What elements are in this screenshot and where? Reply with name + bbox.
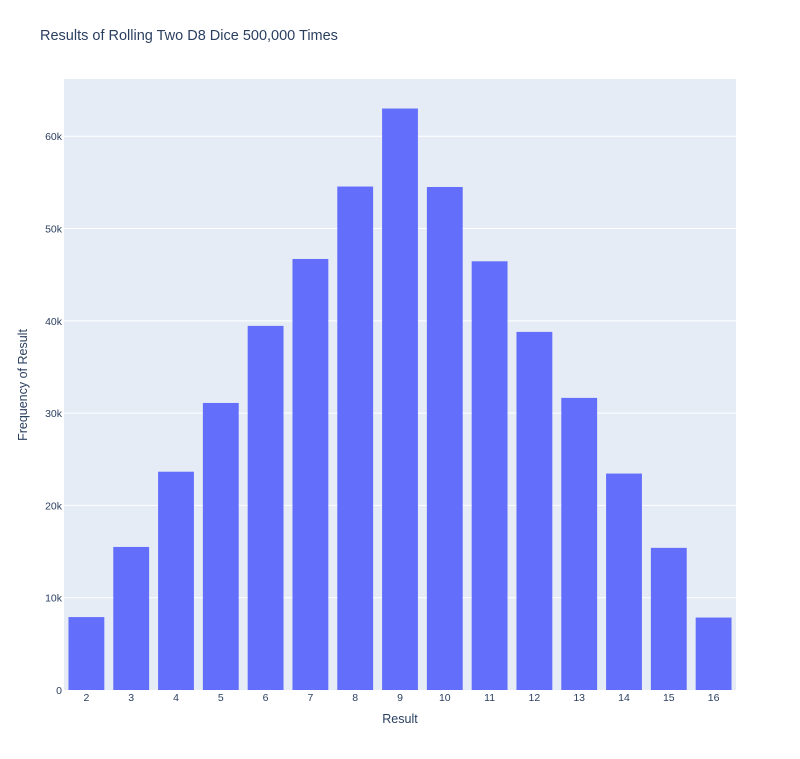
bar-7	[292, 258, 329, 690]
chart-title: Results of Rolling Two D8 Dice 500,000 T…	[40, 28, 338, 44]
bar-5	[202, 402, 239, 690]
y-tick-label: 40k	[45, 316, 63, 328]
bar-6	[247, 325, 284, 690]
x-tick-label: 2	[83, 692, 89, 704]
y-tick-label: 20k	[45, 500, 63, 512]
x-tick-label: 10	[439, 692, 451, 704]
x-tick-label: 5	[218, 692, 224, 704]
x-tick-label: 13	[573, 692, 585, 704]
y-tick-label: 0	[56, 685, 62, 697]
bar-12	[516, 331, 553, 690]
y-tick-label: 60k	[45, 131, 63, 143]
bar-8	[337, 186, 374, 691]
x-tick-label: 3	[128, 692, 134, 704]
bar-15	[650, 547, 687, 690]
x-tick-label: 8	[352, 692, 358, 704]
x-axis-title: Result	[382, 712, 418, 726]
x-tick-label: 12	[529, 692, 541, 704]
bar-3	[113, 546, 150, 690]
bar-10	[426, 186, 463, 691]
bar-9	[382, 108, 418, 691]
y-axis-title: Frequency of Result	[16, 329, 30, 441]
bar-13	[561, 397, 598, 690]
y-tick-label: 30k	[45, 408, 63, 420]
x-tick-label: 15	[663, 692, 675, 704]
x-tick-label: 16	[708, 692, 720, 704]
bars	[68, 108, 732, 691]
x-tick-label: 9	[397, 692, 403, 704]
bar-4	[158, 471, 194, 690]
x-tick-label: 14	[618, 692, 630, 704]
bar-2	[68, 617, 105, 690]
y-axis-ticks: 0 10k 20k 30k 40k 50k 60k	[45, 131, 63, 697]
bar-14	[606, 473, 642, 690]
x-tick-label: 6	[263, 692, 269, 704]
bar-11	[471, 261, 508, 690]
x-tick-label: 7	[307, 692, 313, 704]
x-tick-label: 11	[484, 692, 495, 704]
bar-16	[695, 617, 732, 690]
x-tick-label: 4	[173, 692, 179, 704]
y-tick-label: 50k	[45, 224, 63, 236]
y-tick-label: 10k	[45, 593, 63, 605]
x-axis-ticks: 2 3 4 5 6 7 8 9 10 11 12 13 14 15 16	[83, 692, 719, 704]
